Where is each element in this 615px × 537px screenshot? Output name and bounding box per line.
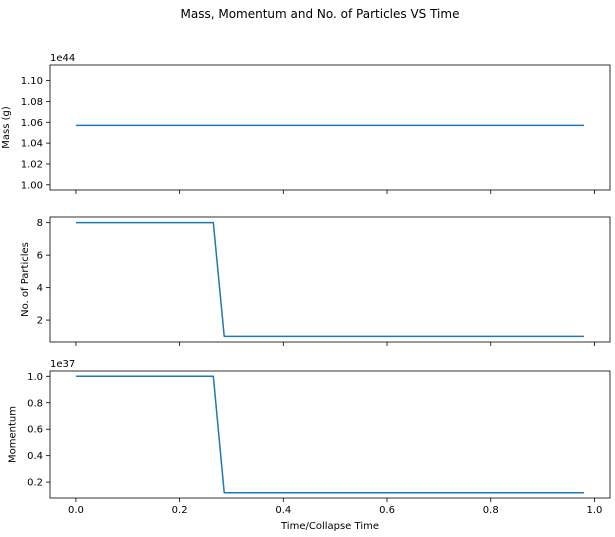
particles-y-tick-label: 4 — [37, 283, 43, 294]
x-tick-label: 0.2 — [172, 505, 188, 516]
x-tick-label: 1.0 — [586, 505, 602, 516]
momentum-y-tick-label: 0.6 — [27, 425, 43, 436]
momentum-y-tick-label: 0.8 — [27, 398, 43, 409]
mass-offset-label: 1e44 — [50, 53, 75, 64]
subplot-mass: 1.00 1.02 1.04 1.06 1.08 1.10 1e44 Mass (g) — [1, 53, 611, 194]
momentum-series-line — [75, 375, 585, 494]
momentum-axes-frame — [49, 370, 611, 499]
momentum-y-tick-label: 0.2 — [27, 478, 43, 489]
momentum-y-tick-label: 0.4 — [27, 451, 43, 462]
x-tick-label: 0.6 — [379, 505, 395, 516]
subplot-momentum: 0.2 0.4 0.6 0.8 1.0 0.0 0.2 0.4 0.6 0.8 1.0 1e37 Mom… — [7, 359, 611, 516]
mass-y-axis-label: Mass (g) — [1, 106, 12, 149]
momentum-offset-label: 1e37 — [50, 359, 75, 370]
mass-y-tick-label: 1.10 — [21, 76, 43, 87]
x-axis-label: Time/Collapse Time — [280, 521, 379, 532]
particles-y-tick-label: 2 — [37, 316, 43, 327]
momentum-y-axis-label: Momentum — [7, 406, 18, 463]
particles-y-tick-label: 8 — [37, 218, 43, 229]
momentum-y-tick-label: 1.0 — [27, 372, 43, 383]
mass-y-tick-label: 1.08 — [21, 97, 43, 108]
mass-y-tick-label: 1.04 — [21, 139, 43, 150]
x-tick-label: 0.4 — [275, 505, 291, 516]
particles-y-axis-label: No. of Particles — [20, 242, 31, 317]
particles-y-tick-label: 6 — [37, 251, 43, 262]
mass-y-tick-label: 1.06 — [21, 118, 43, 129]
chart-title: Mass, Momentum and No. of Particles VS T… — [181, 7, 460, 21]
particles-axes-frame — [49, 216, 611, 343]
x-tick-label: 0.8 — [483, 505, 499, 516]
particles-series-line — [75, 221, 585, 338]
mass-axes-frame — [49, 64, 611, 191]
mass-y-tick-label: 1.02 — [21, 159, 43, 170]
x-tick-label: 0.0 — [68, 505, 84, 516]
subplot-particles: 2 4 6 8 No. of Particles — [20, 216, 611, 346]
mass-y-tick-label: 1.00 — [21, 180, 43, 191]
